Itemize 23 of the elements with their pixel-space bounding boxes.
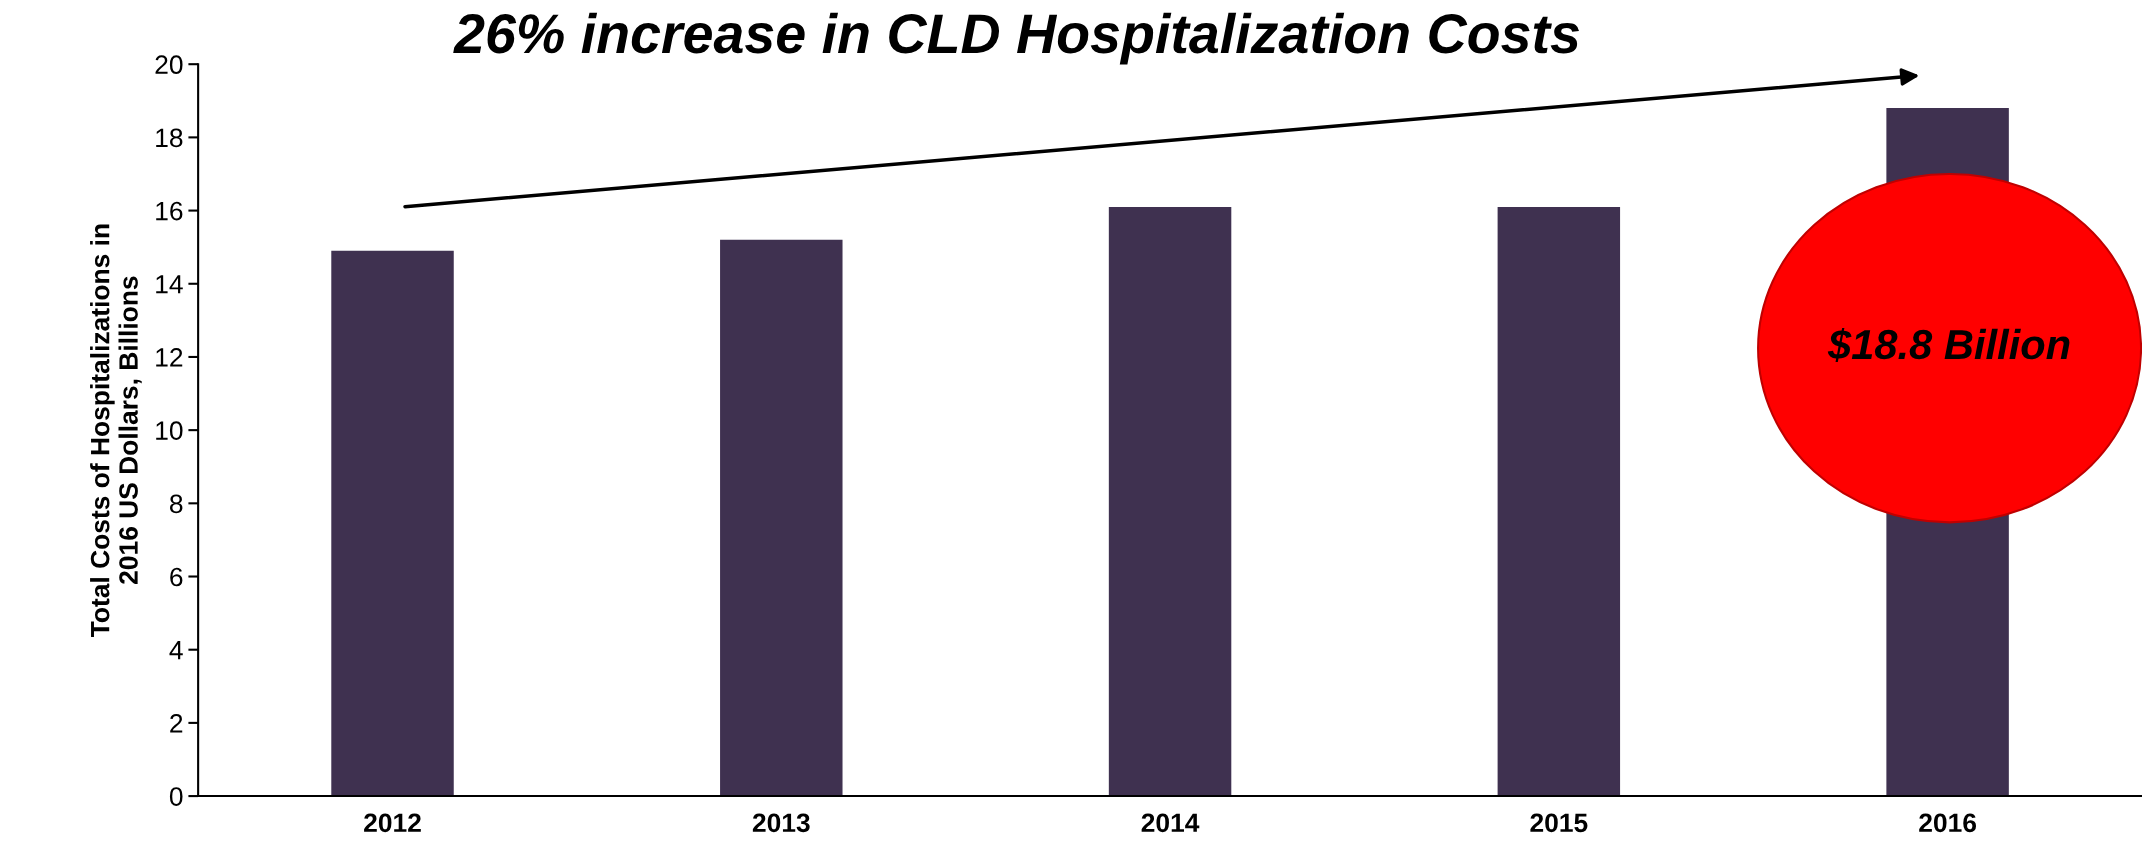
chart-title: 26% increase in CLD Hospitalization Costs xyxy=(453,12,1579,65)
y-tick-label: 14 xyxy=(156,275,183,294)
x-tick-label: 2015 xyxy=(1530,813,1588,833)
y-tick-label: 6 xyxy=(170,567,183,587)
y-axis-title: Total Costs of Hospitalizations in 2016 US Dollars, Billions xyxy=(90,224,142,638)
x-tick-label: 2012 xyxy=(364,813,421,833)
bar xyxy=(331,250,454,797)
y-tick-label: 4 xyxy=(169,641,183,660)
y-tick-label: 2 xyxy=(170,714,183,733)
bar xyxy=(720,239,843,797)
y-tick-label: 10 xyxy=(156,421,183,440)
y-tick-label: 18 xyxy=(156,128,183,148)
annotation: $18.8 Billion xyxy=(1827,328,2070,363)
x-tick-label: 2016 xyxy=(1919,813,1977,833)
x-tick-label: 2014 xyxy=(1141,813,1200,833)
bar xyxy=(1108,206,1232,797)
bar xyxy=(1497,206,1621,797)
y-tick-label: 8 xyxy=(170,494,183,514)
y-tick-label: 20 xyxy=(155,55,183,75)
x-tick-label: 2013 xyxy=(752,813,810,833)
y-tick-label: 0 xyxy=(169,787,183,806)
y-tick-label: 16 xyxy=(156,201,183,221)
y-tick-label: 12 xyxy=(156,348,183,367)
